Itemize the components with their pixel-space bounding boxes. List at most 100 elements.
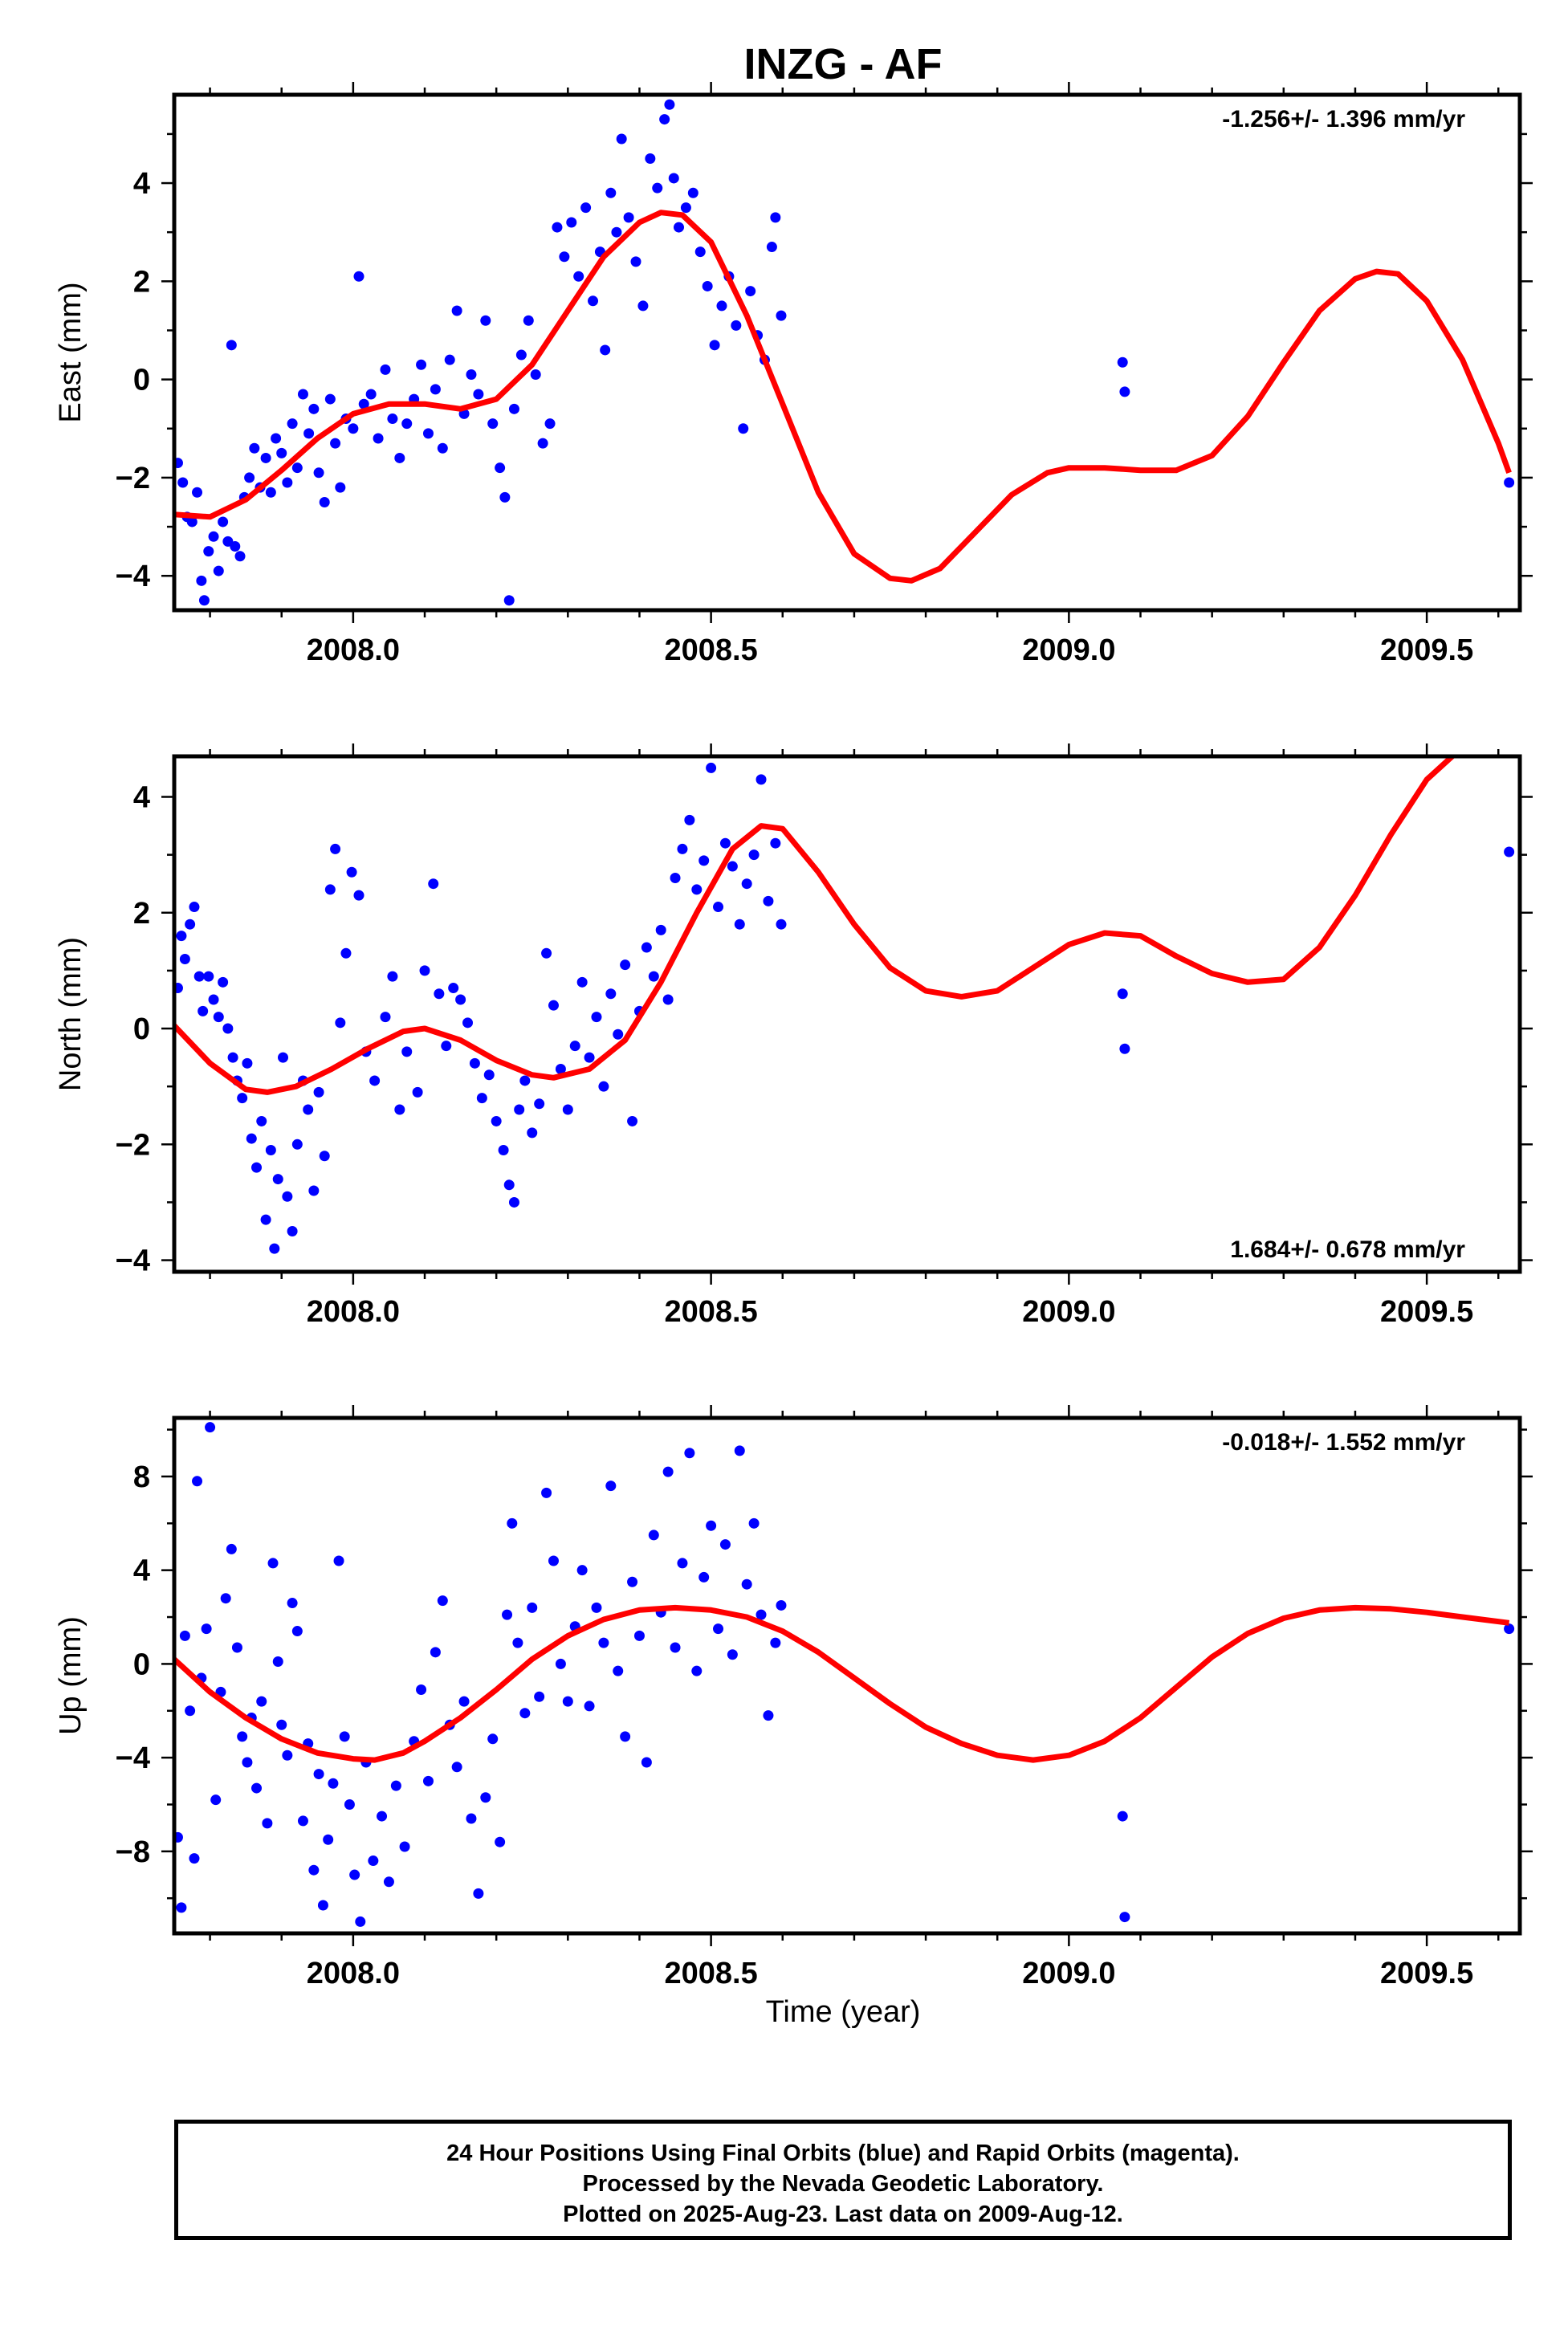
x-tick-label: 2009.5 xyxy=(1380,1957,1473,1990)
data-point xyxy=(727,1649,738,1660)
east-axis-label: East (mm) xyxy=(54,282,88,422)
data-point xyxy=(776,310,787,321)
y-tick-label: 0 xyxy=(133,364,150,397)
data-point xyxy=(394,452,405,463)
data-point xyxy=(313,1086,324,1098)
data-point xyxy=(234,551,246,562)
data-point xyxy=(684,814,695,825)
data-point xyxy=(713,1623,724,1635)
data-point xyxy=(260,452,271,463)
data-point xyxy=(422,1775,434,1786)
y-tick-label: 4 xyxy=(133,780,150,814)
data-point xyxy=(655,924,666,935)
data-point xyxy=(541,1487,552,1498)
data-point xyxy=(201,1623,212,1635)
north-plot-frame xyxy=(172,754,1522,1274)
data-point xyxy=(552,222,563,233)
data-point xyxy=(227,1052,238,1063)
data-point xyxy=(466,1813,477,1824)
data-point xyxy=(368,1855,379,1867)
data-point xyxy=(698,855,710,866)
data-point xyxy=(297,389,308,400)
data-point xyxy=(537,438,548,449)
data-point xyxy=(210,1794,222,1806)
data-point xyxy=(727,861,738,872)
data-point xyxy=(508,403,519,414)
data-point xyxy=(534,1691,545,1702)
data-point xyxy=(265,1145,276,1156)
data-point xyxy=(437,442,448,454)
data-point xyxy=(755,774,767,785)
data-point xyxy=(534,1098,545,1110)
data-point xyxy=(605,1481,617,1492)
data-point xyxy=(256,1115,267,1126)
data-point xyxy=(741,1578,752,1590)
data-point xyxy=(755,1609,767,1620)
data-point xyxy=(267,1558,279,1569)
up-panel: 2008.0 2008.5 2009.0 2009.5 −8 −4 0 4 8 Up (mm) -0… xyxy=(54,1405,1533,1990)
data-point xyxy=(319,496,330,507)
data-point xyxy=(462,1017,474,1029)
data-point xyxy=(213,565,224,576)
data-point xyxy=(203,971,214,982)
east-plot-frame xyxy=(172,92,1522,613)
data-point xyxy=(674,222,684,233)
data-point xyxy=(330,438,341,449)
data-point xyxy=(358,398,369,409)
data-point xyxy=(213,1012,224,1023)
data-point xyxy=(766,242,777,253)
data-point xyxy=(387,413,398,425)
data-point xyxy=(1119,1043,1130,1054)
data-point xyxy=(198,1005,209,1016)
data-point xyxy=(333,1555,344,1566)
data-point xyxy=(208,994,219,1005)
data-point xyxy=(394,1104,405,1115)
y-tick-label: −4 xyxy=(116,1244,150,1278)
y-tick-label: 2 xyxy=(133,265,150,299)
x-tick-label: 2008.5 xyxy=(664,633,757,667)
data-point xyxy=(584,1701,595,1712)
data-point xyxy=(174,1831,183,1843)
data-point xyxy=(499,491,511,503)
data-point xyxy=(226,1543,237,1554)
data-point xyxy=(763,895,774,906)
data-point xyxy=(303,428,315,439)
data-point xyxy=(734,1445,745,1456)
north-fit-curve xyxy=(174,756,1457,1095)
data-point xyxy=(1119,1912,1130,1923)
data-point xyxy=(713,902,724,913)
data-point xyxy=(324,884,336,895)
y-tick-label: 0 xyxy=(133,1648,150,1681)
data-point xyxy=(748,1517,760,1529)
data-point xyxy=(355,1916,366,1927)
data-point xyxy=(260,1214,271,1225)
data-point xyxy=(469,1057,480,1069)
data-point xyxy=(495,1836,506,1847)
data-point xyxy=(230,541,241,552)
data-point xyxy=(353,890,365,901)
data-point xyxy=(430,384,441,395)
data-point xyxy=(519,1708,531,1719)
y-tick-label: 0 xyxy=(133,1012,150,1046)
data-point xyxy=(416,359,427,370)
data-point xyxy=(174,458,183,469)
data-point xyxy=(691,884,703,895)
data-point xyxy=(748,849,760,861)
data-point xyxy=(218,516,229,528)
data-point xyxy=(770,212,781,223)
data-point xyxy=(502,1609,513,1620)
data-point xyxy=(770,1637,781,1648)
y-tick-label: −4 xyxy=(116,1741,150,1775)
data-point xyxy=(616,133,627,145)
data-point xyxy=(659,114,670,125)
data-point xyxy=(308,1864,320,1876)
x-tick-label: 2009.0 xyxy=(1022,1957,1115,1990)
data-point xyxy=(645,153,656,164)
y-tick-label: −2 xyxy=(116,462,150,495)
data-point xyxy=(401,1046,413,1057)
data-point xyxy=(662,994,674,1005)
data-point xyxy=(719,837,731,849)
data-point xyxy=(573,271,584,282)
data-point xyxy=(251,1162,263,1173)
data-point xyxy=(179,1630,190,1641)
